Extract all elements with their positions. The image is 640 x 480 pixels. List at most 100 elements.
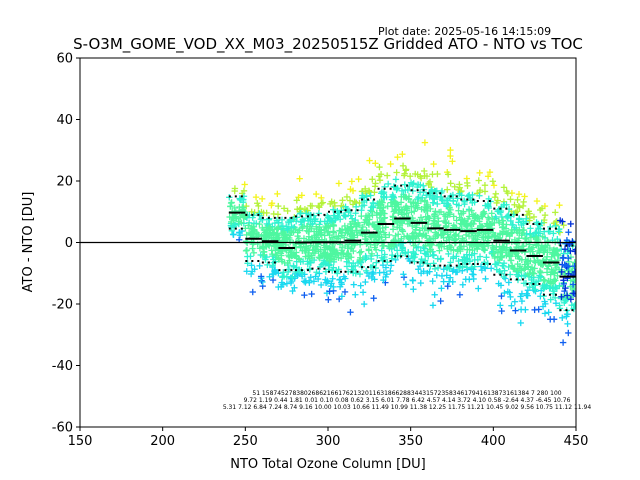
scatter-point <box>501 267 508 274</box>
scatter-point <box>307 259 315 267</box>
scatter-point <box>299 258 307 265</box>
scatter-point <box>402 281 410 288</box>
scatter-point <box>334 270 341 277</box>
scatter-point <box>456 190 463 197</box>
scatter-point <box>498 203 505 211</box>
scatter-point <box>335 180 343 187</box>
scatter-point <box>471 250 478 257</box>
scatter-point <box>560 277 567 284</box>
scatter-point <box>515 203 523 210</box>
scatter-point <box>380 194 388 201</box>
scatter-point <box>398 187 406 195</box>
scatter-point <box>558 293 565 301</box>
scatter-point <box>349 187 357 194</box>
scatter-point <box>493 199 500 207</box>
scatter-point <box>369 176 376 183</box>
scatter-point <box>511 298 519 305</box>
scatter-point <box>268 202 275 209</box>
scatter-point <box>394 153 401 161</box>
scatter-point <box>399 227 407 235</box>
scatter-point <box>296 175 303 182</box>
scatter-point <box>457 210 465 218</box>
scatter-point <box>529 269 536 277</box>
scatter-point <box>274 211 282 218</box>
scatter-point <box>431 265 439 273</box>
scatter-point <box>491 219 498 227</box>
scatter-point <box>356 249 363 256</box>
scatter-point <box>453 253 460 260</box>
scatter-point <box>393 186 400 193</box>
y-tick-label: -40 <box>52 359 73 374</box>
scatter-point <box>408 209 415 216</box>
scatter-point <box>400 172 408 179</box>
y-tick-label: -20 <box>52 298 73 313</box>
scatter-point <box>430 160 437 168</box>
scatter-point <box>476 218 483 225</box>
scatter-point <box>514 260 521 268</box>
scatter-point <box>291 284 298 291</box>
x-tick-label: 250 <box>233 434 258 449</box>
scatter-point <box>417 214 425 221</box>
scatter-point <box>420 268 427 275</box>
scatter-point <box>326 223 334 230</box>
scatter-point <box>330 283 337 291</box>
scatter-point <box>430 251 437 259</box>
scatter-point <box>416 189 424 196</box>
scatter-point <box>341 288 349 296</box>
scatter-point <box>255 202 262 210</box>
scatter-point <box>293 197 300 204</box>
scatter-point <box>268 247 275 254</box>
scatter-point <box>420 231 427 238</box>
scatter-point <box>475 285 482 292</box>
scatter-point <box>229 231 237 238</box>
scatter-point <box>409 187 416 195</box>
scatter-point <box>301 291 308 299</box>
scatter-point <box>338 293 346 300</box>
scatter-point <box>521 193 528 200</box>
scatter-point <box>285 219 293 226</box>
scatter-point <box>331 202 339 210</box>
scatter-point <box>443 223 450 230</box>
scatter-point <box>523 258 531 265</box>
scatter-point <box>371 189 378 196</box>
scatter-point <box>318 194 325 202</box>
scatter-point <box>238 219 245 226</box>
scatter-point <box>355 175 362 183</box>
scatter-point <box>476 253 484 260</box>
scatter-point <box>257 273 265 280</box>
scatter-point <box>359 289 367 296</box>
scatter-point <box>447 146 454 154</box>
scatter-point <box>565 329 572 337</box>
scatter-point <box>435 208 443 216</box>
scatter-point <box>449 268 456 275</box>
scatter-point <box>305 277 313 284</box>
y-tick-label: -60 <box>52 421 73 436</box>
scatter-point <box>260 243 267 250</box>
scatter-point <box>451 183 458 190</box>
scatter-point <box>426 215 433 222</box>
scatter-point <box>287 274 294 281</box>
scatter-point <box>524 287 532 294</box>
scatter-point <box>403 207 411 214</box>
scatter-point <box>336 276 344 283</box>
scatter-point <box>455 257 462 265</box>
scatter-point <box>423 172 431 180</box>
y-tick-label: 60 <box>56 52 73 67</box>
scatter-point <box>415 238 423 245</box>
scatter-point <box>356 270 364 278</box>
scatter-point <box>438 240 445 247</box>
scatter-point <box>559 339 567 346</box>
scatter-point <box>335 210 342 217</box>
scatter-point <box>399 151 406 158</box>
scatter-point <box>537 269 544 276</box>
scatter-point <box>507 293 514 301</box>
scatter-point <box>440 278 447 285</box>
scatter-point <box>400 271 407 278</box>
scatter-point <box>459 235 466 242</box>
scatter-point <box>492 190 499 198</box>
scatter-point <box>465 191 473 199</box>
scatter-point <box>551 276 558 283</box>
scatter-point <box>469 199 476 207</box>
scatter-point <box>417 174 425 182</box>
